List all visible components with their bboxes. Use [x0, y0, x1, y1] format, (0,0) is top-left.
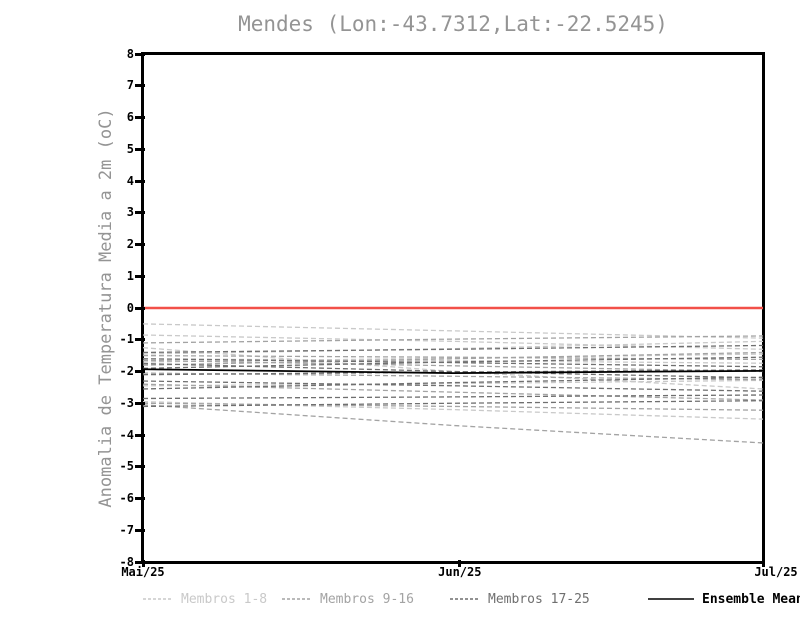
y-tick-mark — [135, 433, 145, 437]
y-tick-mark — [135, 52, 145, 56]
ensemble-member-line — [143, 362, 763, 379]
x-tick-mark — [761, 560, 765, 567]
ensemble-member-line — [143, 402, 763, 411]
legend-item: Ensemble Mean — [648, 591, 800, 607]
y-tick-label: 8 — [126, 46, 134, 61]
y-tick-mark — [135, 211, 145, 215]
legend-label: Membros 17-25 — [488, 591, 590, 607]
y-tick-label: -7 — [119, 522, 134, 537]
chart-title: Mendes (Lon:-43.7312,Lat:-22.5245) — [238, 12, 668, 36]
legend-item: Membros 9-16 — [282, 591, 414, 607]
y-tick-label: -3 — [119, 395, 134, 410]
y-tick-label: -4 — [119, 427, 134, 442]
y-tick-label: 1 — [126, 268, 134, 283]
ensemble-member-line — [143, 383, 763, 401]
ensemble-member-line — [143, 380, 763, 392]
y-tick-label: 4 — [126, 173, 134, 188]
x-tick-mark — [141, 560, 145, 567]
y-tick-mark — [135, 179, 145, 183]
ensemble-member-line — [143, 334, 763, 350]
ensemble-member-line — [143, 335, 763, 344]
y-tick-label: 3 — [126, 205, 134, 220]
ensemble-member-line — [143, 351, 763, 366]
y-tick-mark — [135, 560, 145, 564]
ensemble-member-line — [143, 340, 763, 355]
y-tick-label: -6 — [119, 491, 134, 505]
y-tick-label: -1 — [119, 332, 134, 347]
y-tick-label: -5 — [119, 459, 134, 474]
y-tick-mark — [135, 116, 145, 119]
ensemble-member-line — [143, 347, 763, 390]
y-tick-mark — [135, 465, 145, 469]
y-tick-mark — [135, 306, 145, 310]
y-tick-mark — [135, 370, 145, 373]
y-tick-mark — [135, 84, 145, 88]
ensemble-member-line — [143, 400, 763, 408]
ensemble-member-line — [143, 353, 763, 363]
ensemble-member-line — [143, 356, 763, 369]
x-tick-label: Jun/25 — [438, 565, 482, 579]
x-tick-mark — [458, 560, 462, 567]
legend-line-swatch — [648, 598, 694, 600]
legend-line-swatch — [143, 598, 173, 600]
ensemble-member-line — [143, 344, 763, 354]
y-tick-label: 0 — [126, 300, 134, 315]
ensemble-member-line — [143, 376, 763, 390]
legend-label: Membros 9-16 — [320, 591, 414, 607]
ensemble-member-line — [143, 358, 763, 368]
ensemble-member-line — [143, 323, 763, 339]
y-tick-label: 2 — [126, 237, 134, 251]
ensemble-member-line — [143, 359, 763, 373]
legend-line-swatch — [282, 598, 312, 600]
y-tick-mark — [135, 497, 145, 500]
ensemble-member-line — [143, 401, 763, 420]
ensemble-member-line — [143, 372, 763, 381]
x-tick-label: Jul/25 — [754, 565, 798, 579]
y-tick-mark — [135, 401, 145, 405]
ensemble-mean-line — [143, 368, 763, 374]
y-tick-label: -8 — [119, 554, 134, 569]
ensemble-member-line — [143, 404, 763, 444]
x-tick-label: Mai/25 — [121, 565, 165, 579]
legend-item: Membros 1-8 — [143, 591, 267, 607]
y-tick-label: 7 — [126, 78, 134, 93]
legend-item: Membros 17-25 — [450, 591, 590, 607]
y-tick-mark — [135, 243, 145, 246]
legend-label: Ensemble Mean — [702, 591, 800, 607]
ensemble-member-line — [143, 369, 763, 376]
y-tick-label: -2 — [119, 364, 134, 378]
y-tick-mark — [135, 147, 145, 151]
legend-line-swatch — [450, 598, 480, 600]
legend-label: Membros 1-8 — [181, 591, 268, 607]
ensemble-member-line — [143, 394, 763, 400]
y-tick-mark — [135, 338, 145, 342]
plot-lines-canvas — [143, 306, 763, 444]
ensemble-member-line — [143, 379, 763, 387]
y-tick-label: 5 — [126, 141, 134, 156]
y-tick-label: 6 — [126, 110, 134, 124]
y-tick-mark — [135, 274, 145, 278]
ensemble-member-line — [143, 358, 763, 364]
y-tick-mark — [135, 528, 145, 532]
